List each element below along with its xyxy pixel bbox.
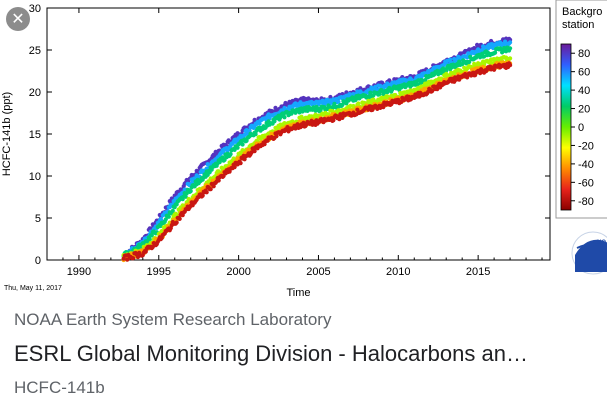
y-tick-label: 20 <box>29 87 41 99</box>
colorbar-tick-label: 0 <box>578 122 584 134</box>
data-point <box>252 149 257 154</box>
data-point <box>272 119 277 124</box>
colorbar-tick-label: -20 <box>578 140 594 152</box>
x-tick-label: 2015 <box>466 266 490 278</box>
close-icon[interactable] <box>6 7 30 31</box>
colorbar-tick-label: 20 <box>578 104 590 116</box>
y-tick-label: 0 <box>35 255 41 267</box>
data-point <box>508 56 513 61</box>
colorbar-title: Backgro <box>562 6 602 18</box>
plot-frame <box>46 7 551 261</box>
data-point <box>170 208 175 213</box>
colorbar-tick-label: -40 <box>578 159 594 171</box>
data-point <box>467 59 472 65</box>
data-point <box>430 88 435 94</box>
data-point <box>274 134 279 139</box>
y-tick-label: 5 <box>35 213 41 225</box>
data-point <box>204 190 209 195</box>
colorbar-tick-label: 60 <box>578 67 590 79</box>
data-point <box>232 165 237 170</box>
svg-text:NOAA: NOAA <box>597 240 607 246</box>
x-tick-label: 2000 <box>226 266 250 278</box>
data-point <box>147 237 152 242</box>
data-point <box>348 103 353 108</box>
x-tick-label: 2010 <box>386 266 410 278</box>
result-title-link[interactable]: ESRL Global Monitoring Division - Haloca… <box>14 341 528 366</box>
data-point <box>238 161 243 166</box>
data-point <box>355 107 360 112</box>
data-point <box>381 105 386 110</box>
data-point <box>282 115 287 120</box>
data-point <box>331 118 336 123</box>
result-caption[interactable]: NOAA Earth System Research Laboratory ES… <box>14 306 599 402</box>
result-subtitle: HCFC-141b <box>14 378 105 397</box>
data-point <box>253 132 258 137</box>
data-point <box>508 40 513 45</box>
source-site[interactable]: NOAA Earth System Research Laboratory <box>14 310 332 329</box>
data-point <box>448 57 453 62</box>
x-axis-label: Time <box>286 287 310 299</box>
data-point <box>216 178 221 183</box>
data-point <box>336 99 341 104</box>
data-point <box>208 187 213 192</box>
noaa-logo: NOAA <box>571 231 607 275</box>
data-point <box>368 90 373 95</box>
data-point <box>228 152 233 157</box>
y-tick-label: 30 <box>29 3 41 15</box>
colorbar-tick-label: 40 <box>578 85 590 97</box>
data-point <box>188 189 193 194</box>
data-point <box>377 92 382 97</box>
data-point <box>273 105 278 110</box>
colorbar-tick-label: -80 <box>578 196 594 208</box>
data-point <box>508 46 513 51</box>
data-point <box>235 145 240 150</box>
data-point <box>131 256 136 261</box>
y-tick-label: 15 <box>29 129 41 141</box>
x-tick-label: 1995 <box>147 266 171 278</box>
data-point <box>163 217 168 222</box>
chart-image[interactable]: 0 5 10 15 20 25 30 1990 1995 2000 2005 2010 2015 Time… <box>0 0 607 300</box>
colorbar-tick-label: -60 <box>578 177 594 189</box>
data-point <box>166 214 171 219</box>
date-stamp: Thu, May 11, 2017 <box>4 285 62 292</box>
colorbar-scale <box>560 43 572 211</box>
y-tick-label: 10 <box>29 171 41 183</box>
colorbar-tick-label: 80 <box>578 48 590 60</box>
data-point <box>174 220 179 225</box>
data-point <box>508 63 513 68</box>
data-point <box>232 147 237 152</box>
chart: 0 5 10 15 20 25 30 1990 1995 2000 2005 2010 2015 Time… <box>1 0 607 299</box>
data-point <box>492 67 497 72</box>
x-tick-label: 1990 <box>67 266 91 278</box>
data-point <box>177 216 182 221</box>
data-point <box>200 193 205 198</box>
y-axis-label: HCFC-141b (ppt) <box>1 92 13 176</box>
x-tick-label: 2005 <box>306 266 330 278</box>
colorbar-title: station <box>562 19 594 31</box>
data-point <box>183 194 188 199</box>
data-point <box>257 121 262 126</box>
y-tick-label: 25 <box>29 45 41 57</box>
data-point <box>493 50 498 55</box>
data-point <box>149 233 154 238</box>
data-point <box>240 142 245 147</box>
